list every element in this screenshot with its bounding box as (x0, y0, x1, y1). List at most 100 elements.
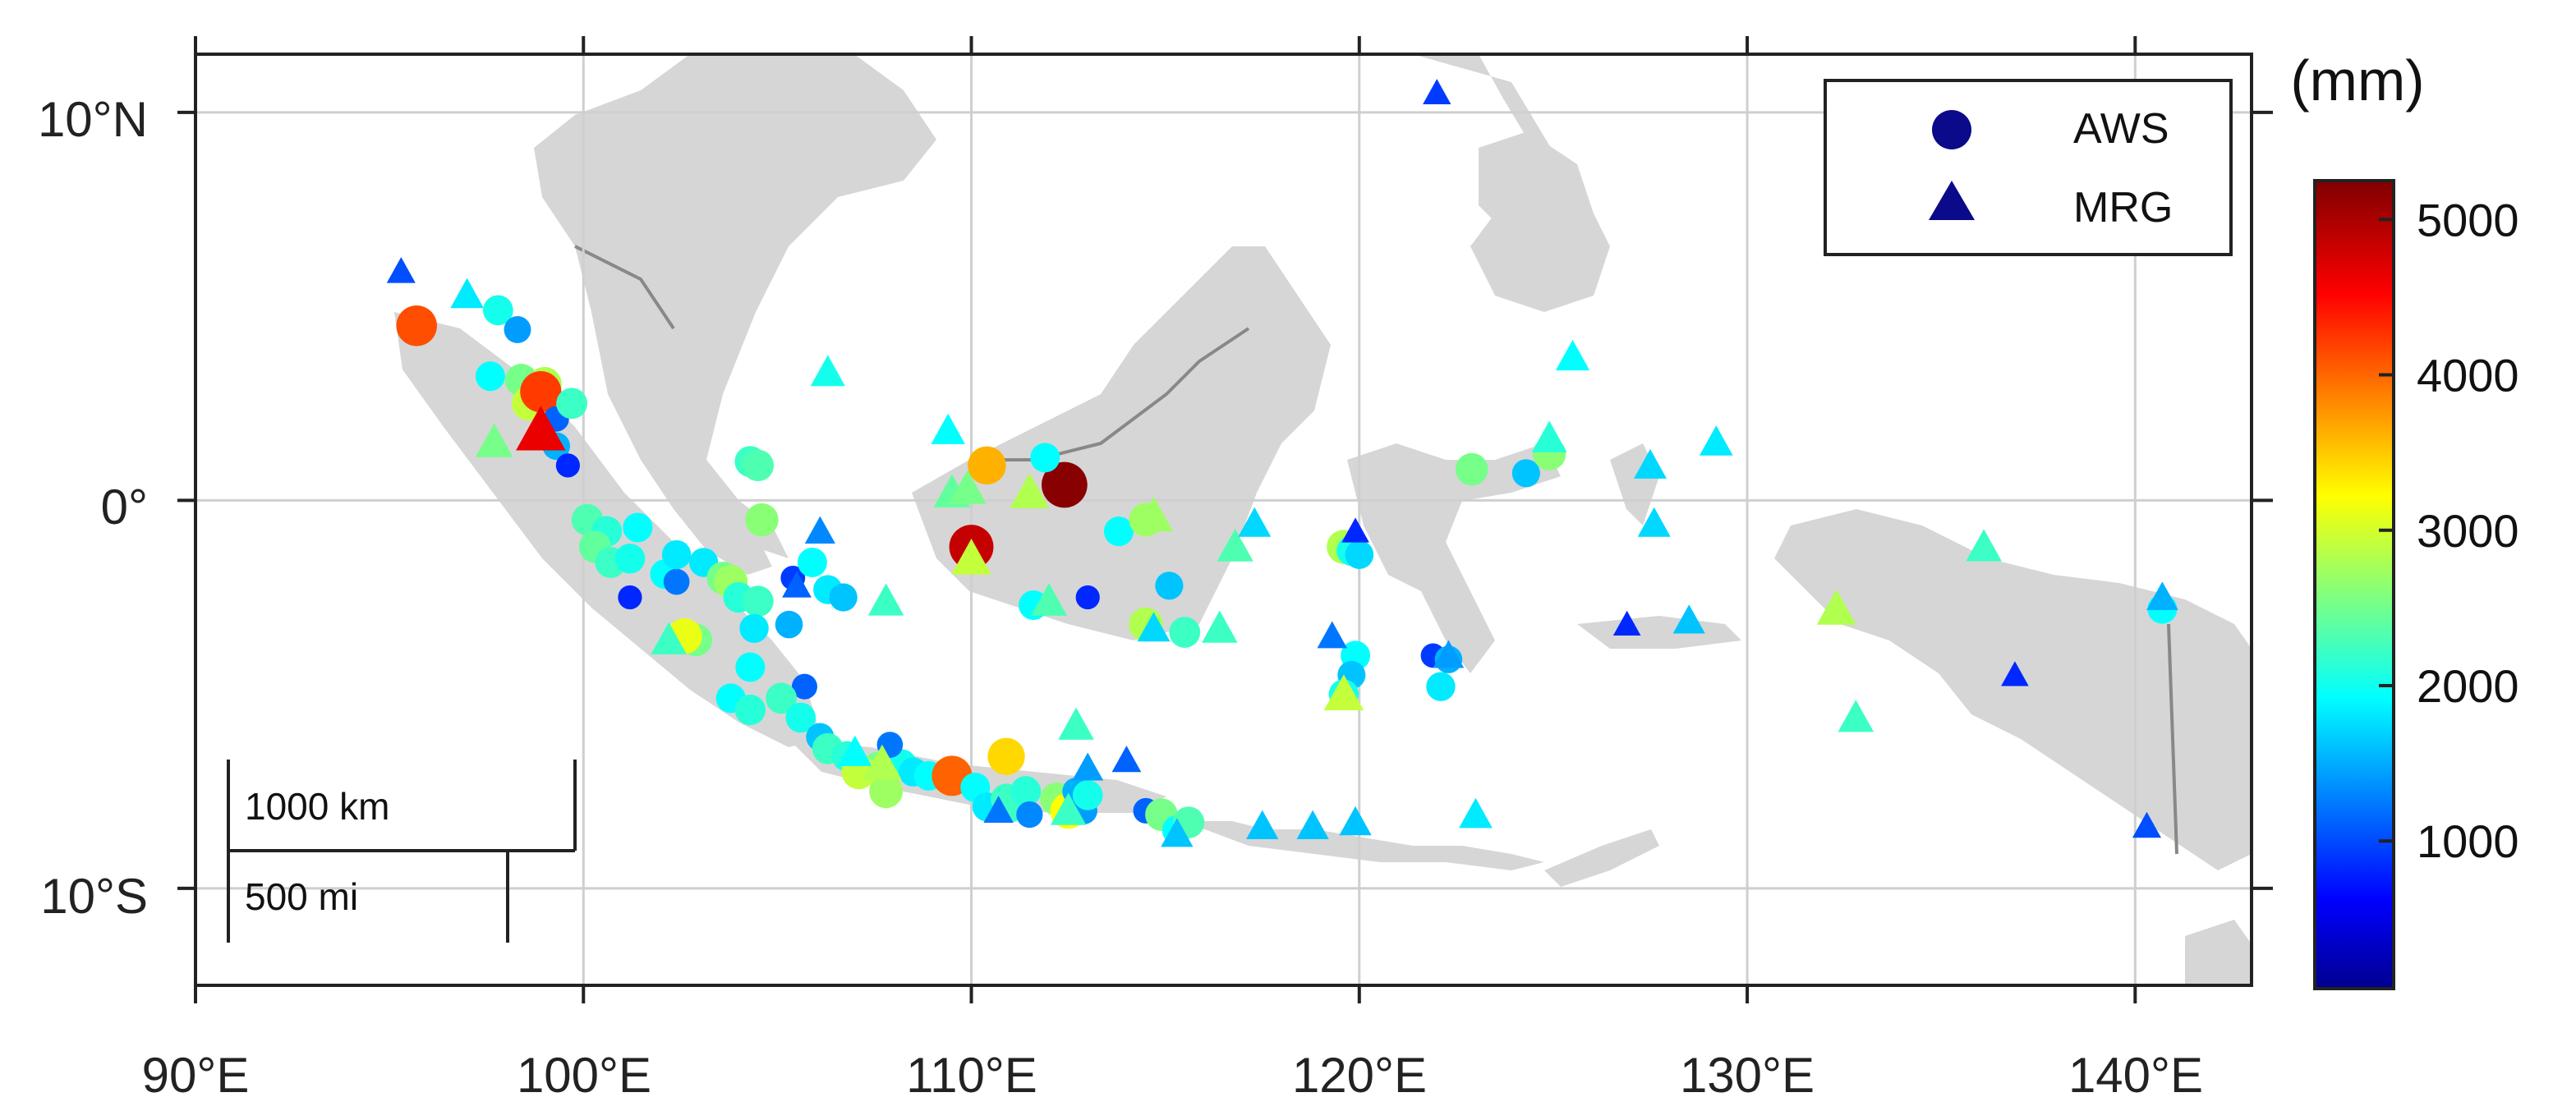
landmass-new-guinea (1774, 509, 2252, 870)
legend-triangle-marker (1929, 181, 1975, 220)
y-tick-label: 0° (101, 480, 148, 535)
aws-point (968, 446, 1006, 485)
border-line (969, 327, 1250, 461)
mrg-point (651, 622, 687, 654)
aws-point (1345, 540, 1374, 569)
aws-point (483, 295, 513, 326)
x-tick-label: 110°E (906, 1048, 1037, 1103)
mrg-point (1323, 674, 1364, 711)
mrg-point (450, 278, 484, 309)
aws-point (556, 388, 588, 420)
aws-point (1016, 801, 1043, 829)
mrg-point (475, 423, 513, 457)
aws-point (791, 673, 817, 700)
mrg-point (1633, 448, 1667, 479)
colorbar-tick-label: 2000 (2417, 660, 2519, 712)
x-tick-label: 120°E (1292, 1048, 1427, 1103)
x-tick-label: 100°E (517, 1048, 651, 1103)
aws-point (1075, 585, 1100, 610)
x-tick-label: 130°E (1680, 1048, 1815, 1103)
mrg-point (386, 257, 416, 283)
aws-point (1169, 617, 1201, 648)
aws-point (661, 539, 692, 570)
mrg-point (2146, 581, 2178, 610)
x-tick-labels: 90°E 100°E 110°E 120°E 130°E 140°E (142, 1048, 2203, 1103)
mrg-point (1137, 612, 1171, 642)
y-tick-label: 10°S (40, 869, 148, 924)
x-tick-label: 140°E (2068, 1048, 2203, 1103)
colorbar: 1000 2000 3000 4000 5000 (mm) (2290, 48, 2519, 990)
mrg-point (1672, 604, 1705, 634)
aws-point (1072, 780, 1103, 810)
mrg-point (1612, 610, 1641, 636)
legend-box (1824, 79, 2233, 256)
mrg-point (1238, 507, 1272, 537)
mrg-point (1202, 610, 1238, 643)
mrg-point (1010, 473, 1050, 509)
mrg-point (948, 470, 987, 504)
legend: AWS MRG (1824, 79, 2233, 256)
aws-point (735, 652, 766, 682)
scale-bar-km-label: 1000 km (245, 785, 389, 828)
colorbar-unit-label: (mm) (2290, 48, 2424, 112)
aws-point (1103, 516, 1134, 547)
mrg-point (1699, 425, 1733, 456)
border-line (574, 245, 675, 330)
mrg-point (1072, 752, 1104, 781)
aws-point (396, 305, 437, 347)
legend-label-mrg: MRG (2073, 184, 2173, 232)
mrg-point (1296, 810, 1329, 839)
aws-point (987, 737, 1025, 775)
axis-ticks (177, 36, 2273, 1003)
aws-point (618, 585, 642, 610)
aws-point (797, 547, 827, 577)
mrg-point (1459, 797, 1493, 829)
aws-point (1010, 776, 1042, 807)
colorbar-tick-label: 1000 (2417, 815, 2519, 867)
aws-point (775, 610, 803, 639)
mrg-point (1423, 79, 1451, 104)
mrg-point (1134, 496, 1174, 532)
landmass-timor (1544, 829, 1659, 887)
borders (574, 245, 2178, 855)
mrg-point (1058, 707, 1094, 740)
mrg-point (810, 355, 845, 387)
aws-point (504, 316, 531, 343)
aws-point (1455, 452, 1488, 486)
mrg-point (1966, 529, 2002, 562)
border-line (2167, 623, 2178, 855)
colorbar-tick-label: 4000 (2417, 350, 2519, 402)
mrg-point (1555, 339, 1590, 371)
landmass-australia-north (2185, 920, 2252, 985)
mrg-point (983, 796, 1014, 823)
aws-point (829, 583, 858, 612)
aws-point (785, 702, 816, 733)
mrg-point (838, 735, 872, 767)
aws-point (742, 449, 775, 482)
x-tick-label: 90°E (142, 1048, 250, 1103)
mrg-point (2001, 661, 2029, 686)
colorbar-ticks: 1000 2000 3000 4000 5000 (2379, 194, 2519, 867)
aws-point (1426, 672, 1456, 701)
legend-circle-marker (1932, 110, 1971, 149)
aws-point (1155, 571, 1184, 600)
colorbar-tick-label: 3000 (2417, 505, 2519, 557)
mrg-point (516, 406, 566, 451)
mrg-point (1030, 583, 1068, 616)
mrg-point (862, 744, 902, 780)
mrg-point (1339, 806, 1372, 836)
scale-bar-mi-label: 500 mi (245, 875, 358, 918)
aws-point (555, 453, 580, 478)
aws-point (1042, 461, 1088, 508)
mrg-point (1341, 517, 1369, 543)
aws-point (1511, 459, 1540, 488)
mrg-point (867, 583, 904, 616)
mrg-point (782, 571, 812, 598)
mrg-point (1317, 621, 1347, 649)
mrg-point (1637, 507, 1671, 537)
mrg-point (951, 539, 991, 575)
mrg-point (1246, 810, 1279, 839)
mrg-point (804, 516, 835, 544)
mrg-point (2132, 811, 2162, 838)
